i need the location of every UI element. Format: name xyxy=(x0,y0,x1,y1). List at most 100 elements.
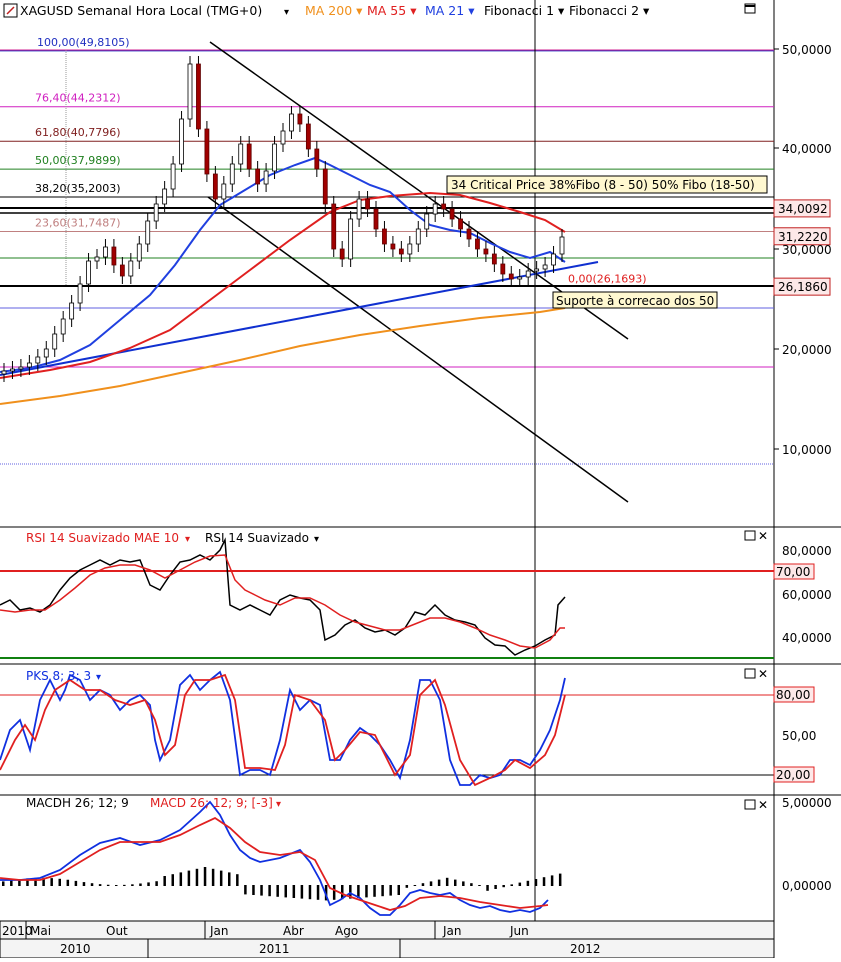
candle-body xyxy=(289,113,294,132)
macd-histogram-bar xyxy=(98,884,102,886)
candle-body xyxy=(204,128,210,175)
pks-label[interactable]: PKS 8; 3; 3 xyxy=(26,669,91,683)
pks-80-tag xyxy=(773,686,815,703)
candle-body xyxy=(390,243,396,250)
macd-histogram-bar xyxy=(405,885,409,888)
month-label: Mai xyxy=(30,924,51,938)
macd-histogram-bar xyxy=(357,885,360,898)
macd-label[interactable]: MACD 26; 12; 9; [-3] xyxy=(150,796,273,810)
pks-20-tag-text: 20,00 xyxy=(776,768,810,782)
macd-histogram-bar xyxy=(58,878,61,886)
macd-histogram-bar xyxy=(462,881,465,886)
rsi-smoothed-label[interactable]: RSI 14 Suavizado xyxy=(205,531,309,545)
pks-20-tag xyxy=(773,766,815,783)
macd-dropdown-icon[interactable]: ▾ xyxy=(276,799,281,810)
candle-body xyxy=(466,228,472,240)
macd-histogram-bar xyxy=(236,874,239,886)
macd-histogram-bar xyxy=(50,878,53,886)
candle-body xyxy=(500,263,506,275)
month-label: Jan xyxy=(209,924,229,938)
rsi-y-tick-60: 60,0000 xyxy=(782,588,832,602)
rsi-maximize-icon[interactable] xyxy=(744,530,756,541)
macd-histogram-bar xyxy=(90,883,94,886)
macd-histogram-bar xyxy=(341,885,344,900)
candle-body xyxy=(229,163,235,185)
rsi-close-icon[interactable]: ✕ xyxy=(758,529,768,543)
candle-body xyxy=(162,188,168,205)
candle-body xyxy=(136,243,142,262)
macd-histogram-bar xyxy=(187,870,191,886)
macd-histogram-bar xyxy=(2,881,5,886)
macd-histogram-bar xyxy=(147,882,150,886)
rsi-smoothed-ma-label[interactable]: RSI 14 Suavizado MAE 10 xyxy=(26,531,179,545)
macd-histogram-bar xyxy=(268,885,271,897)
support-annotation-box[interactable] xyxy=(552,291,718,309)
month-label: Out xyxy=(106,924,128,938)
macd-histogram-bar xyxy=(171,874,174,886)
rsi-dropdown-icon[interactable]: ▾ xyxy=(314,534,319,545)
macd-histogram-bar xyxy=(139,883,142,886)
macd-histogram-bar xyxy=(558,873,562,886)
macd-histogram-bar xyxy=(219,870,223,886)
candle-body xyxy=(153,203,159,222)
macd-histogram-bar xyxy=(502,885,505,888)
macd-close-icon[interactable]: ✕ xyxy=(758,798,768,812)
price-tag-text: 31,2220 xyxy=(778,230,828,244)
indicator-label[interactable]: Fibonacci 1 ▾ xyxy=(484,3,565,18)
pencil-icon xyxy=(6,6,15,15)
macd-histogram-bar xyxy=(373,885,376,897)
macd-histogram-bar xyxy=(115,884,118,886)
candle-body xyxy=(35,356,41,364)
candle-body xyxy=(322,168,328,205)
pks-close-icon[interactable]: ✕ xyxy=(758,667,768,681)
chart-title[interactable]: XAGUSD Semanal Hora Local (TMG+0) xyxy=(20,3,262,18)
macdh-label[interactable]: MACDH 26; 12; 9 xyxy=(26,796,129,810)
price-tag-text: 26,1860 xyxy=(778,280,828,294)
macd-histogram-bar xyxy=(34,877,37,886)
title-dropdown-icon[interactable]: ▾ xyxy=(284,7,289,18)
pks-maximize-icon[interactable] xyxy=(744,668,756,679)
macd-histogram-bar xyxy=(106,884,110,886)
candle-body xyxy=(60,318,66,335)
candle-body xyxy=(128,260,134,277)
candle-body xyxy=(10,368,15,372)
uptrend-support-line[interactable] xyxy=(0,261,599,376)
indicator-label[interactable]: MA 55 ▾ xyxy=(367,3,417,18)
macd-histogram-bar xyxy=(131,884,134,886)
macd-histogram-bar xyxy=(308,885,312,900)
year-label: 2010 xyxy=(60,942,91,956)
macd-histogram-bar xyxy=(421,883,425,886)
rsi-y-tick-40: 40,0000 xyxy=(782,631,832,645)
month-label: 2010 xyxy=(2,924,33,938)
candle-body xyxy=(246,143,252,170)
rsi-ma-dropdown-icon[interactable]: ▾ xyxy=(185,534,190,545)
candle-body xyxy=(508,273,514,280)
downtrend-line-upper[interactable] xyxy=(209,41,629,340)
macd-histogram-bar xyxy=(534,879,538,886)
candle-body xyxy=(103,246,108,258)
candle-body xyxy=(52,333,58,350)
price-tag xyxy=(773,277,831,296)
pks-panel: PKS 8; 3; 3 ▾ 50,00 80,00 20,00 ✕ xyxy=(0,667,816,787)
month-label: Jun xyxy=(509,924,529,938)
candle-body xyxy=(491,253,497,265)
macd-histogram-bar xyxy=(510,884,513,886)
macd-histogram-bar xyxy=(526,880,530,886)
indicator-label[interactable]: MA 21 ▾ xyxy=(425,3,475,18)
macd-histogram-bar xyxy=(494,885,497,889)
month-label: Ago xyxy=(335,924,358,938)
indicator-label[interactable]: MA 200 ▾ xyxy=(305,3,363,18)
macd-histogram-bar xyxy=(228,872,231,886)
price-tag xyxy=(773,227,831,246)
maximize-icon[interactable] xyxy=(744,3,756,14)
rsi-line xyxy=(0,537,566,656)
pks-dropdown-icon[interactable]: ▾ xyxy=(96,672,101,683)
macd-maximize-icon[interactable] xyxy=(744,799,756,810)
candle-body xyxy=(534,268,540,272)
macd-histogram-bar xyxy=(518,882,522,886)
y-tick-40: 40,0000 xyxy=(782,142,832,156)
indicator-label[interactable]: Fibonacci 2 ▾ xyxy=(569,3,650,18)
macd-histogram-bar xyxy=(381,885,384,897)
critical-price-annotation-box[interactable] xyxy=(446,175,768,194)
